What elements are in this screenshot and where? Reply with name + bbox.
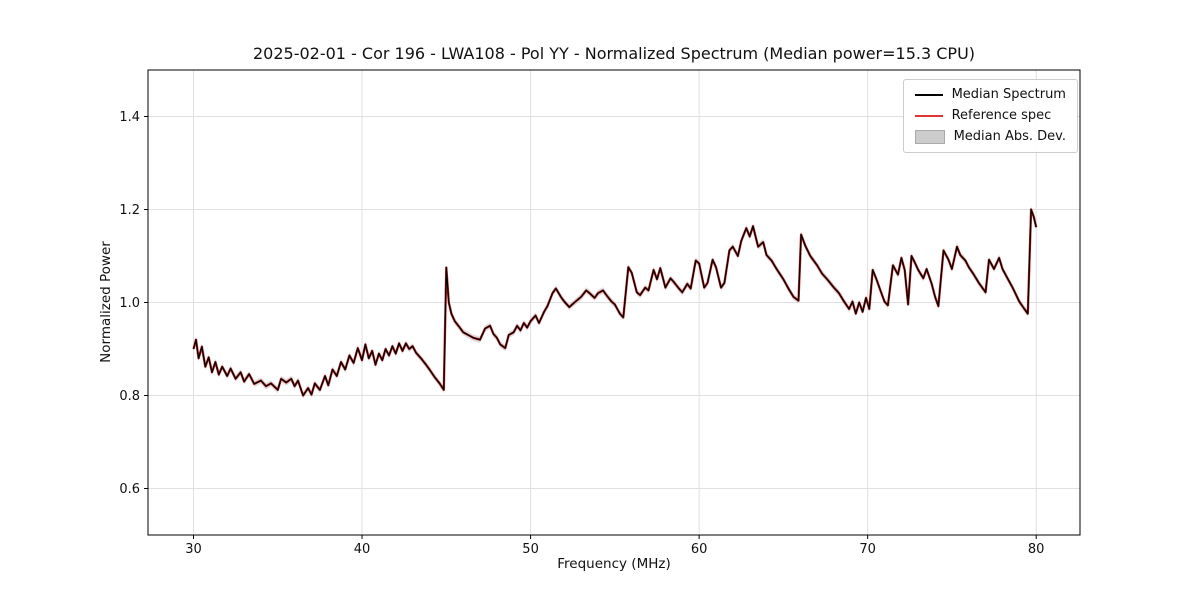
legend-label: Median Spectrum <box>951 87 1066 102</box>
legend-label: Reference spec <box>951 108 1052 123</box>
chart-title: 2025-02-01 - Cor 196 - LWA108 - Pol YY -… <box>252 44 976 63</box>
y-tick-label: 0.8 <box>119 389 140 404</box>
legend-entry-reference-spec: Reference spec <box>914 108 1066 123</box>
median-abs-dev-patch-sample <box>914 130 945 144</box>
x-tick-label: 70 <box>859 542 876 557</box>
y-tick-label: 1.4 <box>119 110 140 125</box>
legend-label: Median Abs. Dev. <box>953 129 1066 144</box>
median-abs-dev-band <box>193 206 1037 399</box>
x-tick-label: 60 <box>691 542 708 557</box>
reference-spec-line-sample <box>914 115 943 117</box>
x-tick-label: 30 <box>185 542 202 557</box>
y-tick-label: 1.2 <box>119 203 140 218</box>
x-axis-label: Frequency (MHz) <box>557 556 671 572</box>
legend-entry-median-abs-dev: Median Abs. Dev. <box>914 129 1066 144</box>
x-tick-label: 50 <box>522 542 539 557</box>
median-spectrum-line-sample <box>914 94 943 96</box>
legend: Median Spectrum Reference spec Median Ab… <box>902 79 1078 153</box>
legend-entry-median-spectrum: Median Spectrum <box>914 87 1066 102</box>
y-tick-label: 1.0 <box>119 296 140 311</box>
x-tick-label: 80 <box>1028 542 1045 557</box>
x-tick-label: 40 <box>354 542 371 557</box>
median-spectrum-line <box>192 208 1037 397</box>
y-tick-label: 0.6 <box>119 482 140 497</box>
